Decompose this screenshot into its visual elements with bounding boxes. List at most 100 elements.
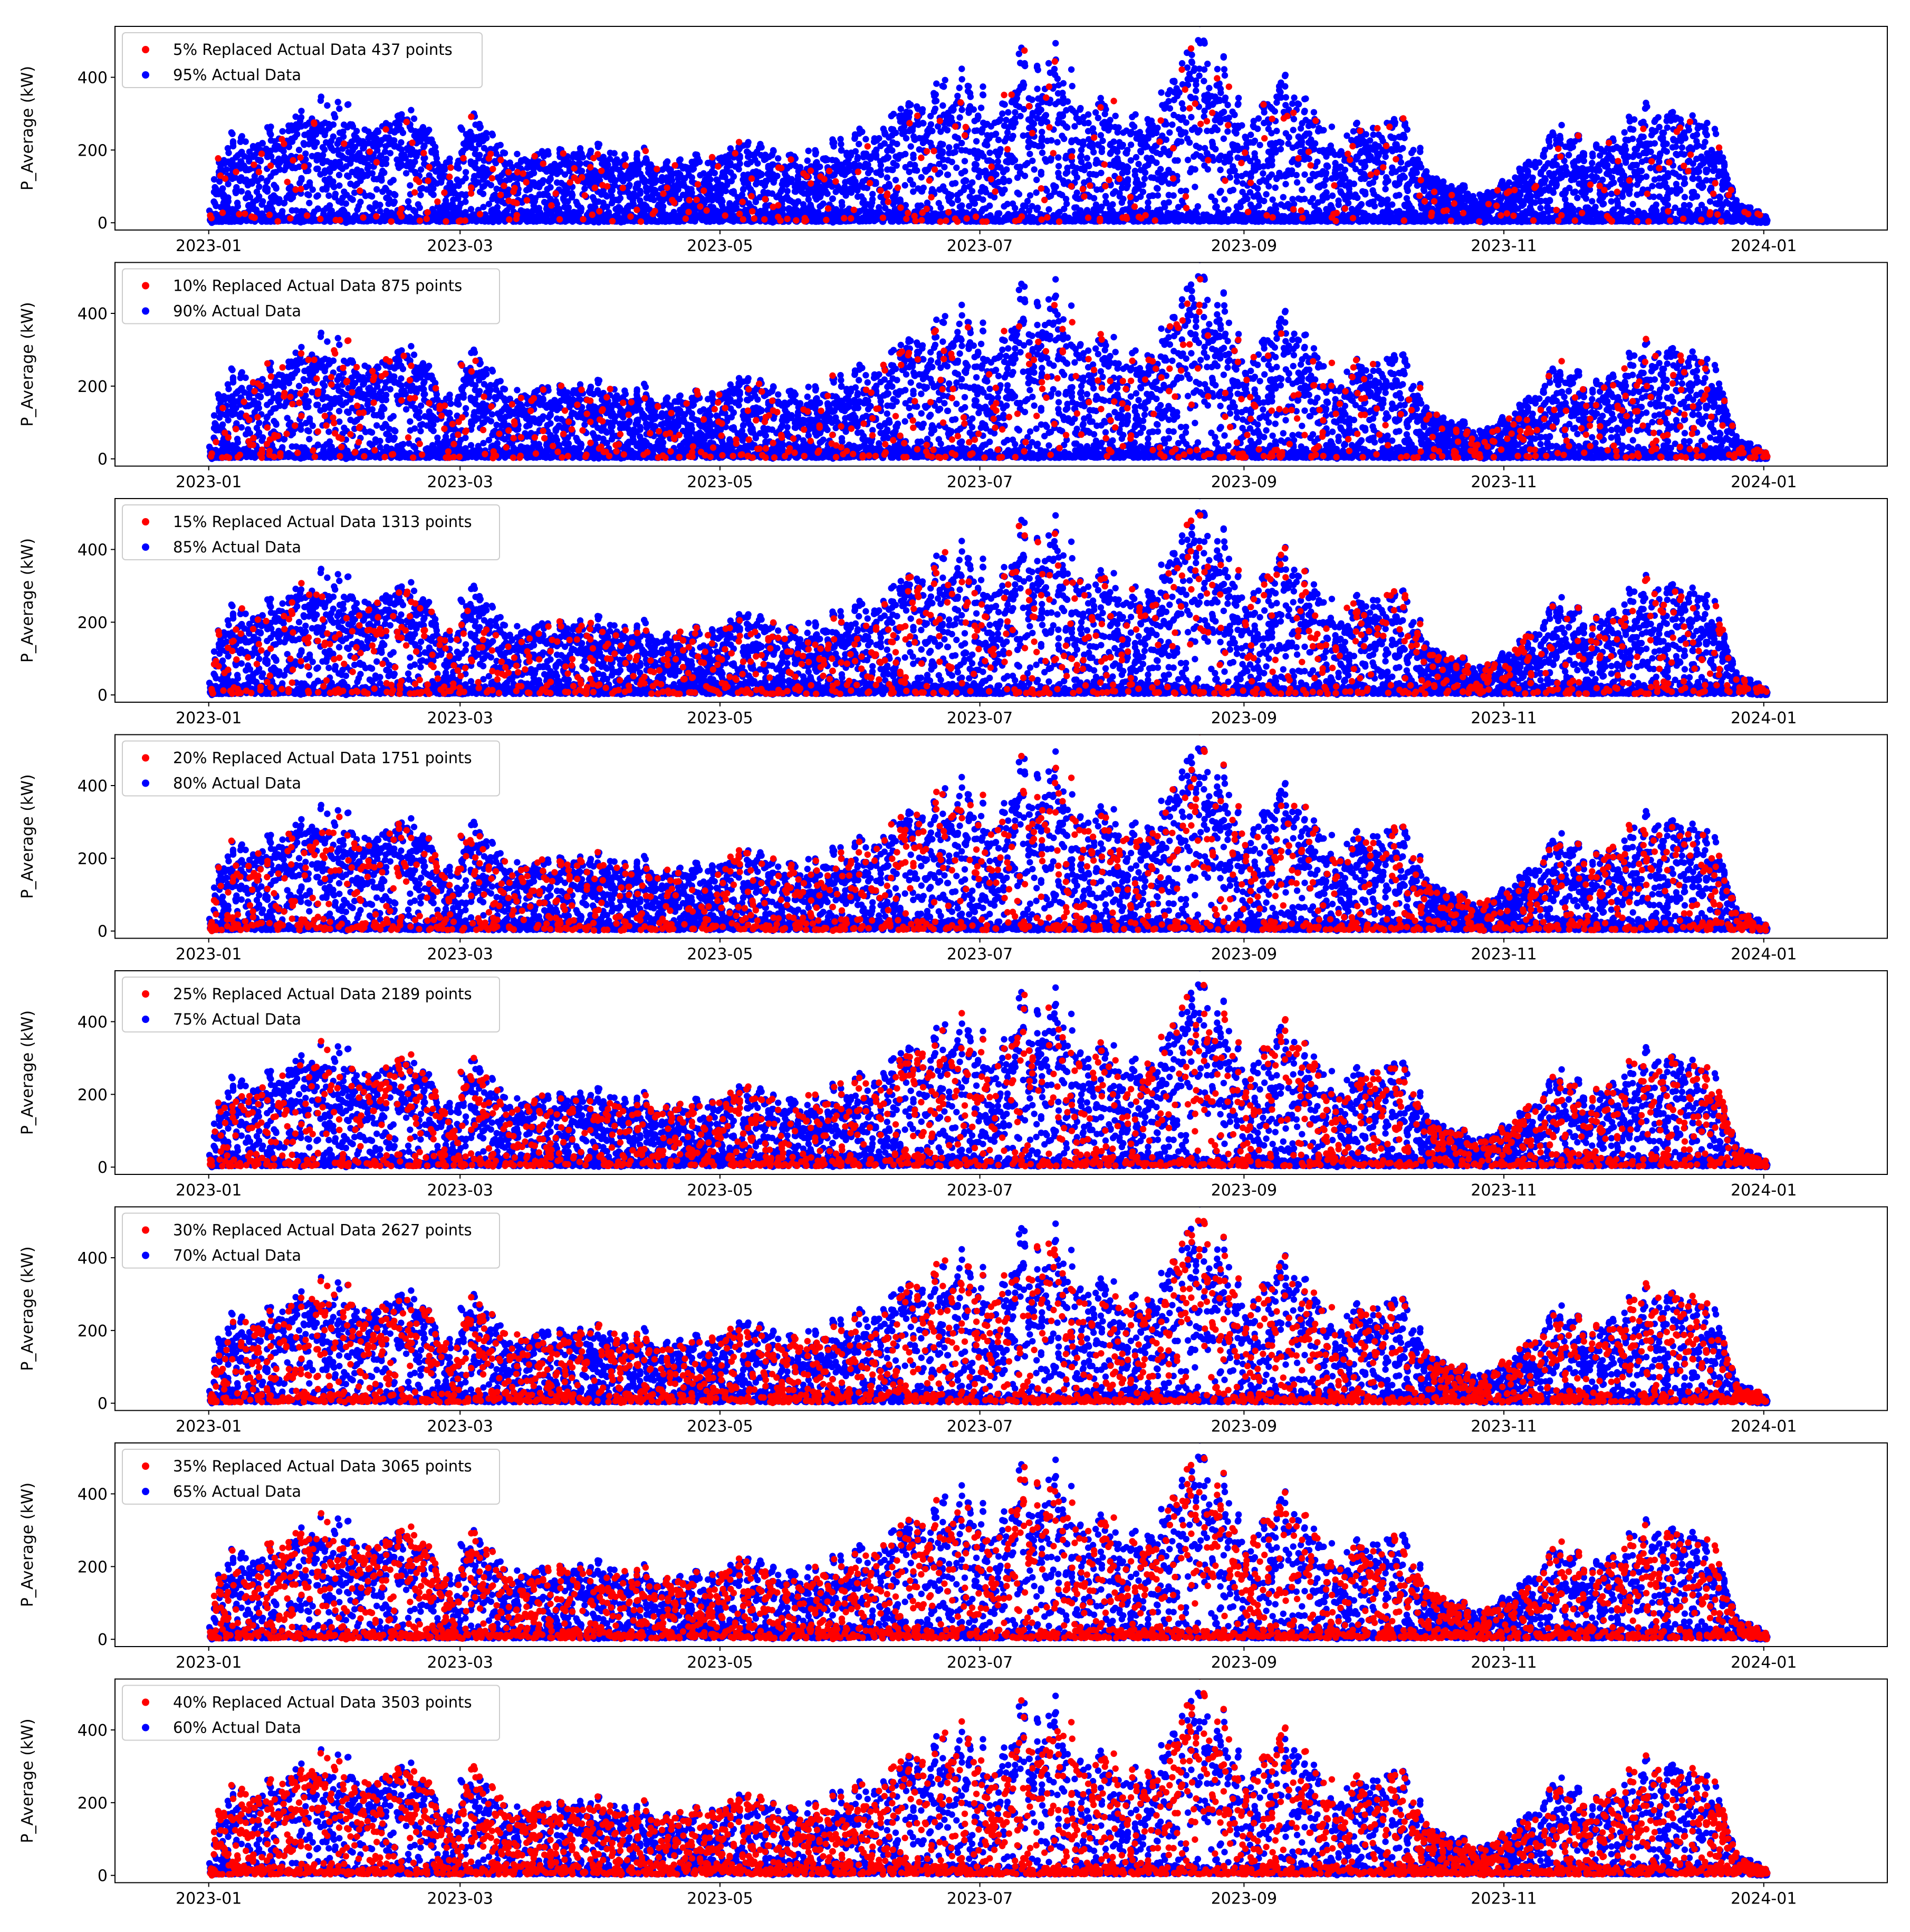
actual-data-point	[1255, 115, 1262, 122]
actual-data-point	[856, 140, 862, 148]
actual-data-point	[298, 108, 305, 114]
actual-data-point	[1132, 154, 1140, 161]
actual-data-point	[475, 179, 482, 186]
actual-data-point	[547, 196, 554, 203]
actual-data-point	[615, 214, 622, 222]
actual-data-point	[1015, 190, 1023, 198]
actual-data-point	[274, 196, 281, 204]
actual-data-point	[1182, 129, 1189, 136]
actual-data-point	[1169, 121, 1176, 128]
actual-data-point	[929, 128, 936, 135]
actual-data-point	[820, 200, 827, 207]
actual-data-point	[472, 146, 479, 153]
actual-data-point	[1124, 178, 1131, 185]
actual-data-point	[577, 148, 584, 156]
actual-data-point	[1188, 58, 1195, 65]
actual-data-point	[787, 176, 794, 183]
actual-data-point	[805, 147, 812, 155]
actual-data-point	[1217, 166, 1224, 174]
actual-data-point	[1280, 194, 1287, 200]
actual-data-point	[952, 149, 958, 156]
actual-data-point	[603, 163, 610, 170]
actual-data-point	[1021, 173, 1029, 179]
actual-data-point	[1309, 195, 1317, 202]
actual-data-point	[503, 207, 511, 214]
actual-data-point	[398, 126, 405, 133]
actual-data-point	[1277, 146, 1284, 152]
actual-data-point	[572, 153, 580, 160]
actual-data-point	[692, 211, 699, 217]
actual-data-point	[1204, 60, 1211, 68]
actual-data-point	[1188, 51, 1195, 59]
actual-data-point	[1029, 141, 1036, 148]
actual-data-point	[1131, 167, 1139, 175]
actual-data-point	[1077, 106, 1083, 113]
actual-data-point	[1034, 204, 1041, 212]
actual-data-point	[1098, 148, 1105, 155]
actual-data-point	[340, 128, 347, 135]
actual-data-point	[994, 210, 1001, 217]
actual-data-point	[1179, 105, 1187, 112]
actual-data-point	[958, 76, 965, 83]
actual-data-point	[261, 217, 268, 224]
actual-data-point	[462, 169, 469, 176]
actual-data-point	[1084, 111, 1092, 118]
actual-data-point	[1320, 127, 1327, 133]
actual-data-point	[382, 155, 390, 162]
actual-data-point	[431, 150, 439, 157]
actual-data-point	[392, 192, 399, 198]
actual-data-point	[359, 138, 367, 145]
actual-data-point	[1255, 202, 1262, 209]
actual-data-point	[625, 183, 632, 190]
actual-data-point	[1132, 111, 1139, 118]
actual-data-point	[1204, 166, 1211, 173]
actual-data-point	[1324, 163, 1331, 170]
actual-data-point	[668, 177, 676, 184]
actual-data-point	[1005, 109, 1012, 116]
actual-data-point	[472, 159, 478, 167]
actual-data-point	[436, 173, 443, 180]
actual-data-point	[382, 185, 389, 192]
actual-data-point	[483, 130, 490, 137]
actual-data-point	[229, 140, 237, 147]
actual-data-point	[937, 204, 944, 211]
actual-data-point	[1038, 137, 1045, 144]
actual-data-point	[1290, 127, 1297, 133]
actual-data-point	[884, 155, 891, 162]
actual-data-point	[248, 178, 256, 186]
actual-data-point	[1192, 184, 1198, 190]
actual-data-point	[275, 162, 282, 169]
actual-data-point	[417, 192, 424, 198]
actual-data-point	[1201, 78, 1207, 84]
actual-data-point	[1261, 197, 1268, 205]
actual-data-point	[225, 194, 232, 201]
actual-data-point	[262, 186, 269, 193]
actual-data-point	[1201, 40, 1208, 47]
actual-data-point	[408, 107, 415, 113]
actual-data-point	[1089, 125, 1097, 132]
actual-data-point	[897, 106, 905, 112]
actual-data-point	[347, 121, 354, 128]
actual-data-point	[815, 194, 822, 201]
actual-data-point	[1097, 94, 1104, 102]
actual-data-point	[1009, 135, 1015, 142]
actual-data-point	[431, 144, 439, 150]
actual-data-point	[1183, 187, 1189, 194]
actual-data-point	[969, 179, 976, 186]
actual-data-point	[326, 202, 333, 209]
actual-data-point	[428, 189, 435, 196]
actual-data-point	[314, 206, 321, 213]
actual-data-point	[1276, 138, 1283, 146]
actual-data-point	[244, 190, 252, 197]
actual-data-point	[351, 144, 359, 150]
actual-data-point	[480, 204, 487, 211]
actual-data-point	[1154, 125, 1161, 131]
actual-data-point	[978, 150, 985, 157]
actual-data-point	[713, 214, 719, 221]
actual-data-point	[942, 76, 948, 83]
actual-data-point	[347, 195, 354, 202]
actual-data-point	[237, 138, 244, 145]
actual-data-point	[1323, 189, 1330, 196]
actual-data-point	[279, 146, 286, 153]
actual-data-point	[1256, 141, 1263, 149]
